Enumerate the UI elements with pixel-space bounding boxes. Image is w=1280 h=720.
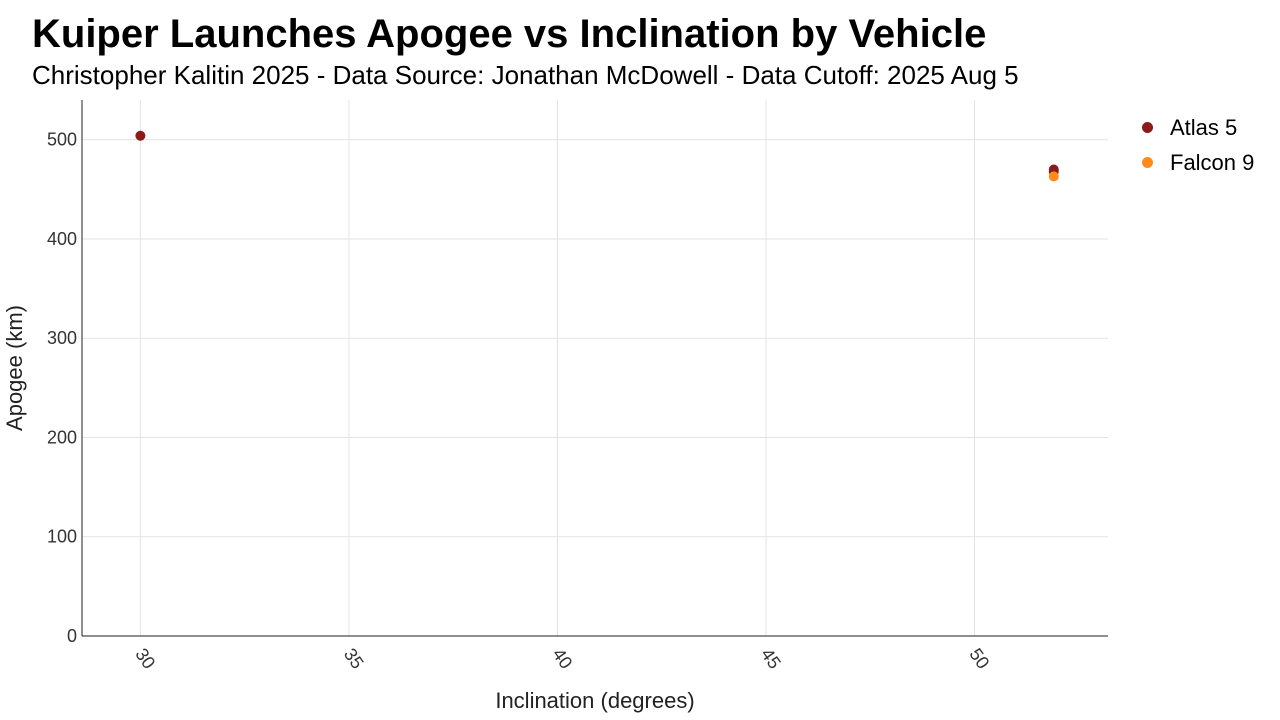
y-tick-label: 200 (47, 427, 77, 447)
axes (81, 100, 1108, 637)
data-point (1048, 171, 1059, 182)
data-points (135, 130, 1059, 182)
x-tick-label: 50 (966, 645, 994, 673)
y-tick-label: 100 (47, 527, 77, 547)
legend-label: Atlas 5 (1170, 114, 1238, 140)
chart-subtitle: Christopher Kalitin 2025 - Data Source: … (32, 60, 1019, 90)
legend-item[interactable]: Atlas 5 (1142, 110, 1254, 145)
grid-lines (82, 100, 1108, 636)
y-tick-label: 0 (67, 626, 77, 646)
x-tick-label: 45 (757, 645, 785, 673)
legend-label: Falcon 9 (1170, 149, 1255, 175)
y-tick-label: 500 (47, 130, 77, 150)
x-tick-label: 35 (340, 645, 368, 673)
legend-item[interactable]: Falcon 9 (1142, 145, 1254, 180)
x-axis-title: Inclination (degrees) (495, 688, 694, 713)
x-tick-label: 30 (131, 645, 159, 673)
chart-title: Kuiper Launches Apogee vs Inclination by… (32, 12, 987, 56)
legend-marker-icon (1142, 157, 1153, 168)
data-point (135, 130, 146, 141)
y-tick-label: 300 (47, 328, 77, 348)
y-axis-title: Apogee (km) (2, 305, 27, 431)
y-tick-label: 400 (47, 229, 77, 249)
legend: Atlas 5 Falcon 9 (1142, 110, 1254, 180)
legend-marker-icon (1142, 122, 1153, 133)
x-tick-label: 40 (548, 645, 576, 673)
